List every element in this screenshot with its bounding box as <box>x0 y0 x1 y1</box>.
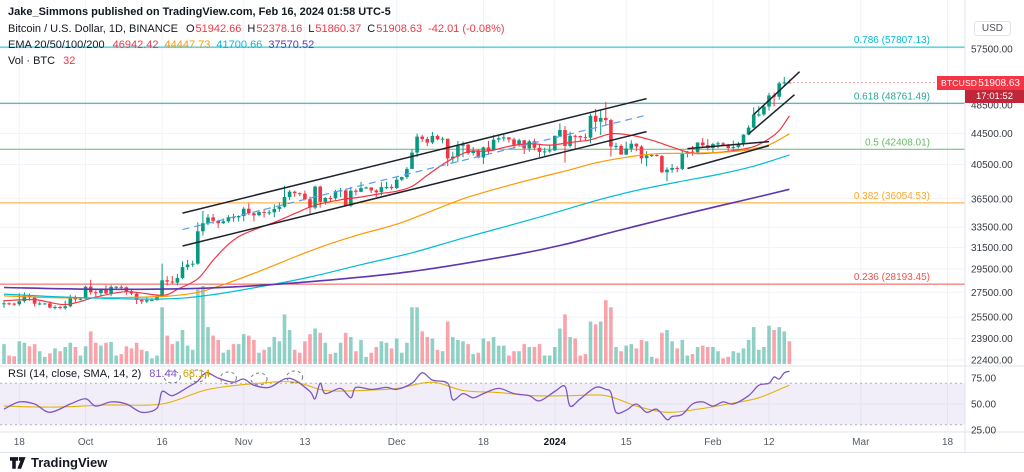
ema50-line <box>3 133 790 299</box>
ohlc-open: O 51942.66 <box>185 23 242 35</box>
price-axis-label: 29500.00 <box>971 265 1013 276</box>
time-axis-label: 18 <box>14 437 26 448</box>
time-axis-label: Feb <box>704 437 722 448</box>
price-axis-label: 27500.00 <box>971 288 1013 299</box>
rsi-line <box>3 370 790 421</box>
price-axis-label: 44500.00 <box>971 129 1013 140</box>
pennant-bottom <box>687 144 770 170</box>
rsi-axis-label: 50.00 <box>971 400 996 411</box>
price-axis-label: 48500.00 <box>971 101 1013 112</box>
grid-layer <box>0 0 965 432</box>
symbol-title[interactable]: Bitcoin / U.S. Dollar, 1D, BINANCE <box>8 23 178 35</box>
volume-value: 32 <box>63 55 76 67</box>
ohlc-high: H 52378.16 <box>247 23 303 35</box>
time-axis-label: Mar <box>852 437 870 448</box>
time-axis-label: 18 <box>942 437 954 448</box>
ema100-value: 41700.66 <box>216 39 263 51</box>
change-value: -42.01 (-0.08%) <box>428 23 505 35</box>
fib-label: 0.618 (48761.49) <box>854 91 930 102</box>
time-axis-label: 12 <box>763 437 775 448</box>
ascending-channel-top <box>182 97 647 214</box>
rsi-ma-line <box>3 381 790 413</box>
tradingview-logo-icon <box>10 457 26 469</box>
price-axis-label: 25500.00 <box>971 313 1013 324</box>
ema-legend-title[interactable]: EMA 20/50/100/200 <box>8 39 105 51</box>
time-axis-label: 15 <box>621 437 633 448</box>
rsi-annotation-circle <box>219 371 237 385</box>
ascending-channel-bottom <box>182 130 647 247</box>
rsi-annotation-circle <box>286 370 304 384</box>
price-axis-label: 31500.00 <box>971 243 1013 254</box>
price-axis-label: 23900.00 <box>971 334 1013 345</box>
symbol-legend-row: Bitcoin / U.S. Dollar, 1D, BINANCE O 519… <box>8 23 505 39</box>
rsi-annotation-circle <box>250 372 268 386</box>
time-axis-label: 13 <box>299 437 311 448</box>
ema100-line <box>3 154 790 300</box>
fib-retracement-layer[interactable]: 0.786 (57807.13) 0.618 (48761.49) 0.5 (424… <box>0 35 965 285</box>
bar-countdown: 17:01:52 <box>965 90 1024 103</box>
time-axis-label: 2024 <box>544 437 567 448</box>
badge-symbol: BTCUSD <box>941 78 978 88</box>
price-axis[interactable]: 57500.00 48500.00 44500.00 40500.00 36500.00… <box>971 44 1013 436</box>
time-axis-label: Dec <box>388 437 406 448</box>
price-axis-label: 22400.00 <box>971 356 1013 367</box>
price-badge: BTCUSD 51908.63 <box>937 76 1024 90</box>
badge-price: 51908.63 <box>978 77 1020 89</box>
rsi-legend-row: RSI (14, close, SMA, 14, 2) 81.44 68.14 <box>8 368 210 380</box>
rsi-legend-title[interactable]: RSI (14, close, SMA, 14, 2) <box>8 368 142 380</box>
time-axis[interactable]: 18 Oct 16 Nov 13 Dec 18 2024 15 Feb 12 Mar 18 <box>14 437 954 448</box>
pennant-top <box>687 140 770 150</box>
breakout-channel-bottom <box>748 94 795 135</box>
fib-label: 0.382 (36054.53) <box>854 191 930 202</box>
footer-bar: TradingView <box>0 452 1024 472</box>
ema50-value: 44447.73 <box>164 39 211 51</box>
ema-layer <box>3 115 790 306</box>
ema-legend-row: EMA 20/50/100/200 46942.42 44447.73 4170… <box>8 39 505 55</box>
rsi-annotation-circle <box>189 369 207 383</box>
ascending-channel-mid <box>182 114 647 231</box>
price-axis-label: 57500.00 <box>971 44 1013 55</box>
brand-text: TradingView <box>31 455 108 470</box>
ohlc-close: C 51908.63 <box>367 23 423 35</box>
rsi-axis-label: 75.00 <box>971 374 996 385</box>
tradingview-logo[interactable]: TradingView <box>10 455 107 470</box>
volume-layer <box>2 286 792 364</box>
ema20-value: 46942.42 <box>112 39 159 51</box>
time-axis-label: Oct <box>78 437 94 448</box>
rsi-pane-layer <box>0 369 965 426</box>
volume-legend-title[interactable]: Vol · BTC <box>8 55 56 67</box>
price-axis-label: 33500.00 <box>971 223 1013 234</box>
time-axis-label: 18 <box>478 437 490 448</box>
rsi-value: 81.44 <box>149 368 177 380</box>
fib-label: 0.786 (57807.13) <box>854 35 930 46</box>
price-axis-label: 36500.00 <box>971 194 1013 205</box>
ema200-value: 37570.52 <box>268 39 315 51</box>
rsi-ma-value: 68.14 <box>182 368 211 380</box>
price-axis-label: 40500.00 <box>971 160 1013 171</box>
fib-label: 0.236 (28193.45) <box>854 272 930 283</box>
legend-block: Bitcoin / U.S. Dollar, 1D, BINANCE O 519… <box>8 23 505 71</box>
rsi-axis-label: 25.00 <box>971 426 996 437</box>
drawings-layer[interactable] <box>182 71 966 247</box>
breakout-channel-top <box>753 71 801 116</box>
currency-toggle[interactable]: USD <box>973 21 1011 36</box>
time-axis-label: 16 <box>157 437 169 448</box>
time-axis-label: Nov <box>235 437 253 448</box>
publisher-attribution: Jake_Simmons published on TradingView.co… <box>8 6 391 18</box>
volume-legend-row: Vol · BTC 32 <box>8 55 505 71</box>
ohlc-low: L 51860.37 <box>308 23 362 35</box>
fib-label: 0.5 (42408.01) <box>865 137 930 148</box>
ema20-line <box>3 115 790 306</box>
ema200-line <box>3 188 790 291</box>
pane-separators <box>0 0 1024 452</box>
rsi-annotation-circle <box>163 370 181 384</box>
